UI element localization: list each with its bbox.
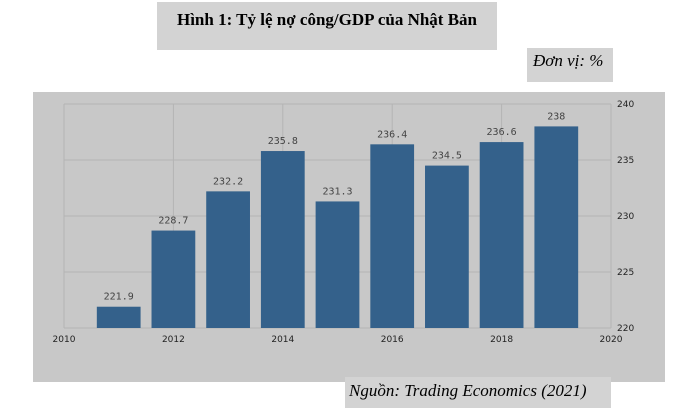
- y-tick-label: 220: [617, 324, 634, 334]
- x-tick-label: 2012: [162, 335, 185, 345]
- bar: [315, 201, 360, 328]
- bar: [151, 230, 196, 328]
- y-tick-label: 240: [617, 100, 634, 110]
- bar: [534, 126, 579, 329]
- figure-title: Hình 1: Tỷ lệ nợ công/GDP của Nhật Bản: [157, 2, 497, 50]
- unit-label: Đơn vị: %: [527, 48, 613, 82]
- y-tick-label: 225: [617, 268, 634, 278]
- x-tick-label: 2010: [53, 335, 76, 345]
- y-tick-label: 235: [617, 156, 634, 166]
- y-tick-label: 230: [617, 212, 634, 222]
- data-label: 238: [547, 111, 565, 122]
- x-tick-label: 2014: [271, 335, 294, 345]
- bar: [206, 191, 250, 328]
- data-label: 236.4: [377, 129, 407, 140]
- bar: [425, 165, 469, 328]
- data-label: 221.9: [104, 292, 134, 303]
- bar: [479, 142, 524, 328]
- bar-chart: 220 225 230 235 240 2010 2012 2014 2016 2018 2020 2…: [53, 100, 635, 345]
- data-label: 228.7: [158, 216, 188, 227]
- x-tick-label: 2016: [381, 335, 404, 345]
- data-label: 231.3: [322, 186, 352, 197]
- bar: [260, 151, 305, 328]
- data-label: 232.2: [213, 176, 243, 187]
- data-label: 234.5: [432, 151, 462, 162]
- bar: [370, 144, 415, 328]
- chart-panel: 220 225 230 235 240 2010 2012 2014 2016 2018 2020 2…: [33, 92, 665, 382]
- data-label: 235.8: [268, 136, 298, 147]
- x-tick-label: 2018: [490, 335, 513, 345]
- bar: [96, 306, 141, 328]
- source-label: Nguồn: Trading Economics (2021): [345, 377, 611, 408]
- x-tick-label: 2020: [600, 335, 623, 345]
- data-label: 236.6: [487, 127, 517, 138]
